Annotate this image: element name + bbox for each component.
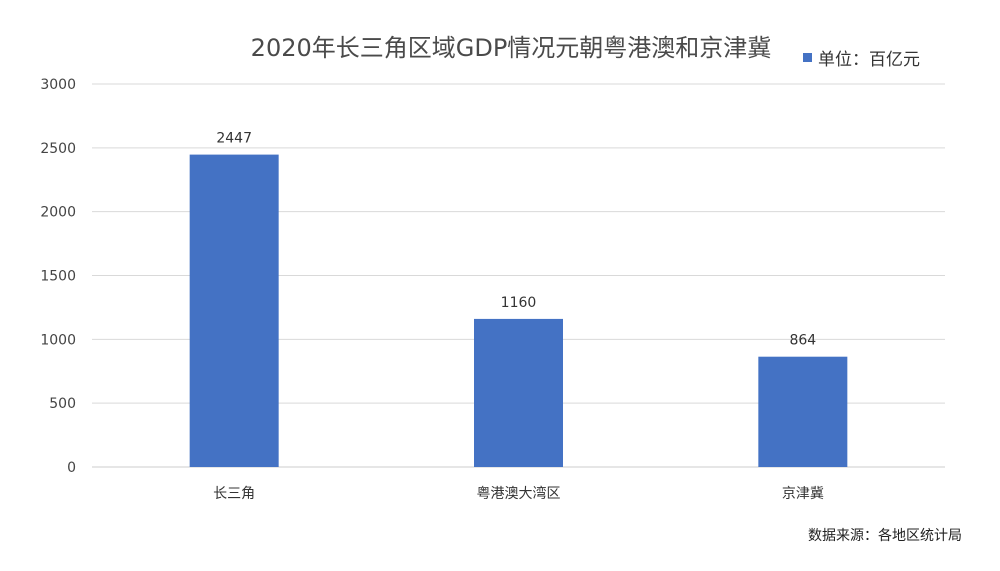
data-label: 864: [789, 333, 816, 349]
data-label: 2447: [216, 131, 252, 147]
category-label: 京津冀: [782, 486, 824, 502]
category-labels: 长三角 粤港澳大湾区 京津冀: [213, 485, 824, 502]
legend-label: 单位：百亿元: [818, 50, 920, 70]
y-tick-label: 0: [67, 460, 76, 476]
legend-swatch: [803, 53, 812, 62]
bar: [758, 356, 848, 467]
y-tick-label: 500: [49, 396, 76, 412]
category-label: 粤港澳大湾区: [477, 485, 561, 502]
y-tick-label: 3000: [40, 77, 76, 93]
data-labels: 2447 1160 864: [216, 131, 816, 349]
bar: [474, 318, 563, 467]
data-label: 1160: [501, 295, 537, 311]
category-label: 长三角: [213, 486, 255, 502]
y-tick-label: 2500: [40, 141, 76, 157]
y-tick-label: 1500: [40, 269, 76, 285]
y-axis-ticks: 0 500 1000 1500 2000 2500 3000: [40, 77, 76, 476]
chart-title: 2020年长三角区域GDP情况元朝粤港澳和京津冀: [251, 34, 772, 62]
y-tick-label: 1000: [40, 332, 76, 348]
y-tick-label: 2000: [40, 205, 76, 221]
source-note: 数据来源：各地区统计局: [808, 528, 962, 544]
bars: [189, 154, 848, 467]
bar: [189, 154, 279, 467]
legend: 单位：百亿元: [803, 50, 920, 70]
